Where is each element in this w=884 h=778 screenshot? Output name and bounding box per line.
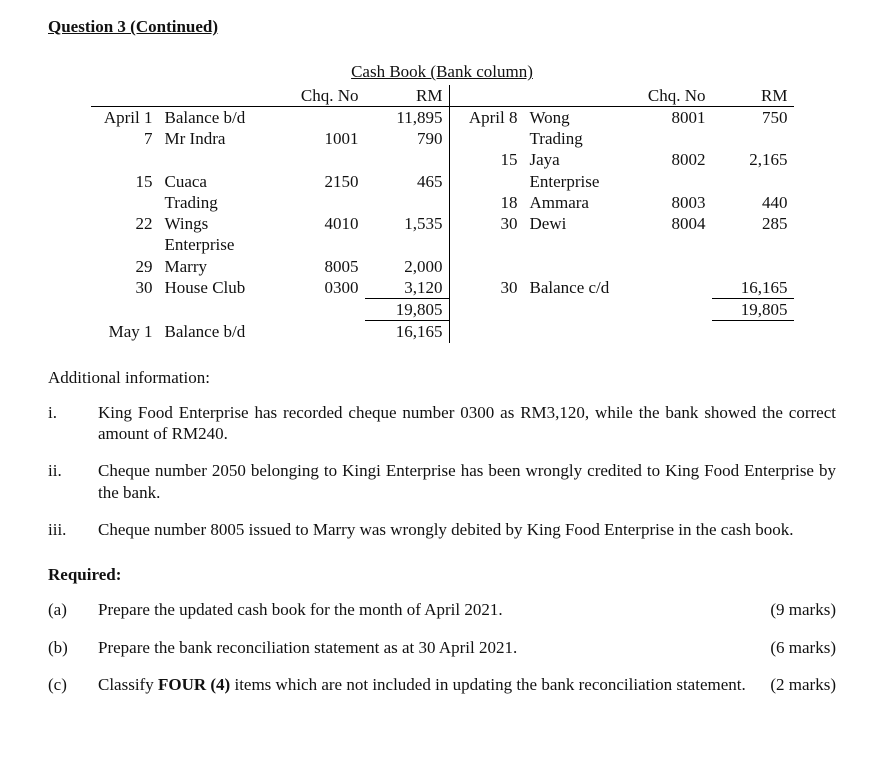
cell-desc: Balance c/d bbox=[524, 277, 628, 299]
cell-rm: 440 bbox=[712, 192, 794, 213]
cell-date: 29 bbox=[91, 256, 159, 277]
cell-chq bbox=[281, 321, 365, 343]
cell-rm: 465 bbox=[365, 171, 450, 192]
required-label: Required: bbox=[48, 564, 836, 585]
cell-chq: 1001 bbox=[281, 128, 365, 149]
required-list: (a) Prepare the updated cash book for th… bbox=[48, 599, 836, 695]
table-row: April 1 Balance b/d 11,895 April 8 Wong … bbox=[91, 106, 794, 128]
page: Question 3 (Continued) Cash Book (Bank c… bbox=[0, 0, 884, 727]
info-text-iii: Cheque number 8005 issued to Marry was w… bbox=[98, 519, 836, 540]
req-marks-c: (2 marks) bbox=[746, 674, 836, 695]
question-title: Question 3 (Continued) bbox=[48, 16, 836, 37]
cell-rm: 16,165 bbox=[712, 277, 794, 299]
header-left-rm: RM bbox=[365, 85, 450, 107]
req-marks-b: (6 marks) bbox=[746, 637, 836, 658]
cell-date: 18 bbox=[449, 192, 524, 213]
cell-desc: Ammara bbox=[524, 192, 628, 213]
cashbook-title: Cash Book (Bank column) bbox=[48, 61, 836, 82]
cell-rm: 750 bbox=[712, 106, 794, 128]
cell-desc: Cuaca bbox=[159, 171, 281, 192]
cell-date: 30 bbox=[449, 213, 524, 234]
table-row: 15 Jaya 8002 2,165 bbox=[91, 149, 794, 170]
header-left-chq: Chq. No bbox=[281, 85, 365, 107]
req-c-pre: Classify bbox=[98, 675, 158, 694]
cell-rm: 11,895 bbox=[365, 106, 450, 128]
cell-date: 15 bbox=[91, 171, 159, 192]
table-row: 30 House Club 0300 3,120 30 Balance c/d … bbox=[91, 277, 794, 299]
cell-date: 15 bbox=[449, 149, 524, 170]
cell-desc: Balance b/d bbox=[159, 321, 281, 343]
info-label-iii: iii. bbox=[48, 519, 98, 540]
cell-desc: House Club bbox=[159, 277, 281, 299]
cell-date: April 8 bbox=[449, 106, 524, 128]
req-c-bold: FOUR (4) bbox=[158, 675, 230, 694]
info-text-i: King Food Enterprise has recorded cheque… bbox=[98, 402, 836, 445]
additional-info-label: Additional information: bbox=[48, 367, 836, 388]
cell-rm: 2,165 bbox=[712, 149, 794, 170]
table-row: 7 Mr Indra 1001 790 Trading bbox=[91, 128, 794, 149]
table-row: Enterprise bbox=[91, 234, 794, 255]
cell-chq bbox=[281, 106, 365, 128]
right-total: 19,805 bbox=[712, 299, 794, 321]
cell-desc: Marry bbox=[159, 256, 281, 277]
table-row: 29 Marry 8005 2,000 bbox=[91, 256, 794, 277]
cell-chq: 8001 bbox=[628, 106, 712, 128]
cashbook-title-text: Cash Book (Bank column) bbox=[351, 62, 533, 81]
cell-desc: Trading bbox=[524, 128, 628, 149]
table-row: 15 Cuaca 2150 465 Enterprise bbox=[91, 171, 794, 192]
cell-desc: Jaya bbox=[524, 149, 628, 170]
req-text-b: Prepare the bank reconciliation statemen… bbox=[98, 637, 746, 658]
table-totals-row: 19,805 19,805 bbox=[91, 299, 794, 321]
cell-desc: Enterprise bbox=[159, 234, 281, 255]
cell-chq: 4010 bbox=[281, 213, 365, 234]
cell-chq: 8004 bbox=[628, 213, 712, 234]
req-text-c: Classify FOUR (4) items which are not in… bbox=[98, 674, 746, 695]
header-right-rm: RM bbox=[712, 85, 794, 107]
cashbook-table: Chq. No RM Chq. No RM April 1 Balance b/… bbox=[91, 85, 794, 343]
cell-date: 22 bbox=[91, 213, 159, 234]
cell-chq bbox=[628, 277, 712, 299]
cell-rm: 16,165 bbox=[365, 321, 450, 343]
req-text-a: Prepare the updated cash book for the mo… bbox=[98, 599, 746, 620]
req-label-b: (b) bbox=[48, 637, 98, 658]
header-right-chq: Chq. No bbox=[628, 85, 712, 107]
cell-desc: Balance b/d bbox=[159, 106, 281, 128]
cell-date: May 1 bbox=[91, 321, 159, 343]
req-marks-a: (9 marks) bbox=[746, 599, 836, 620]
cell-rm: 2,000 bbox=[365, 256, 450, 277]
cell-date: 30 bbox=[91, 277, 159, 299]
cell-desc: Wong bbox=[524, 106, 628, 128]
cell-date: 7 bbox=[91, 128, 159, 149]
cell-desc: Trading bbox=[159, 192, 281, 213]
cell-desc: Wings bbox=[159, 213, 281, 234]
cell-desc: Enterprise bbox=[524, 171, 628, 192]
table-row: 22 Wings 4010 1,535 30 Dewi 8004 285 bbox=[91, 213, 794, 234]
cell-rm: 285 bbox=[712, 213, 794, 234]
info-text-ii: Cheque number 2050 belonging to Kingi En… bbox=[98, 460, 836, 503]
table-row: May 1 Balance b/d 16,165 bbox=[91, 321, 794, 343]
table-header-row: Chq. No RM Chq. No RM bbox=[91, 85, 794, 107]
cell-date: 30 bbox=[449, 277, 524, 299]
cell-rm: 790 bbox=[365, 128, 450, 149]
left-total: 19,805 bbox=[365, 299, 450, 321]
cell-desc: Mr Indra bbox=[159, 128, 281, 149]
cell-chq: 8003 bbox=[628, 192, 712, 213]
cell-desc: Dewi bbox=[524, 213, 628, 234]
additional-info-list: i. King Food Enterprise has recorded che… bbox=[48, 402, 836, 540]
cell-chq: 0300 bbox=[281, 277, 365, 299]
cell-chq: 2150 bbox=[281, 171, 365, 192]
req-label-c: (c) bbox=[48, 674, 98, 695]
cell-rm: 1,535 bbox=[365, 213, 450, 234]
cell-rm: 3,120 bbox=[365, 277, 450, 299]
req-c-post: items which are not included in updating… bbox=[230, 675, 746, 694]
info-label-i: i. bbox=[48, 402, 98, 445]
cell-date: April 1 bbox=[91, 106, 159, 128]
info-label-ii: ii. bbox=[48, 460, 98, 503]
cell-chq: 8005 bbox=[281, 256, 365, 277]
cell-chq: 8002 bbox=[628, 149, 712, 170]
table-row: Trading 18 Ammara 8003 440 bbox=[91, 192, 794, 213]
req-label-a: (a) bbox=[48, 599, 98, 620]
